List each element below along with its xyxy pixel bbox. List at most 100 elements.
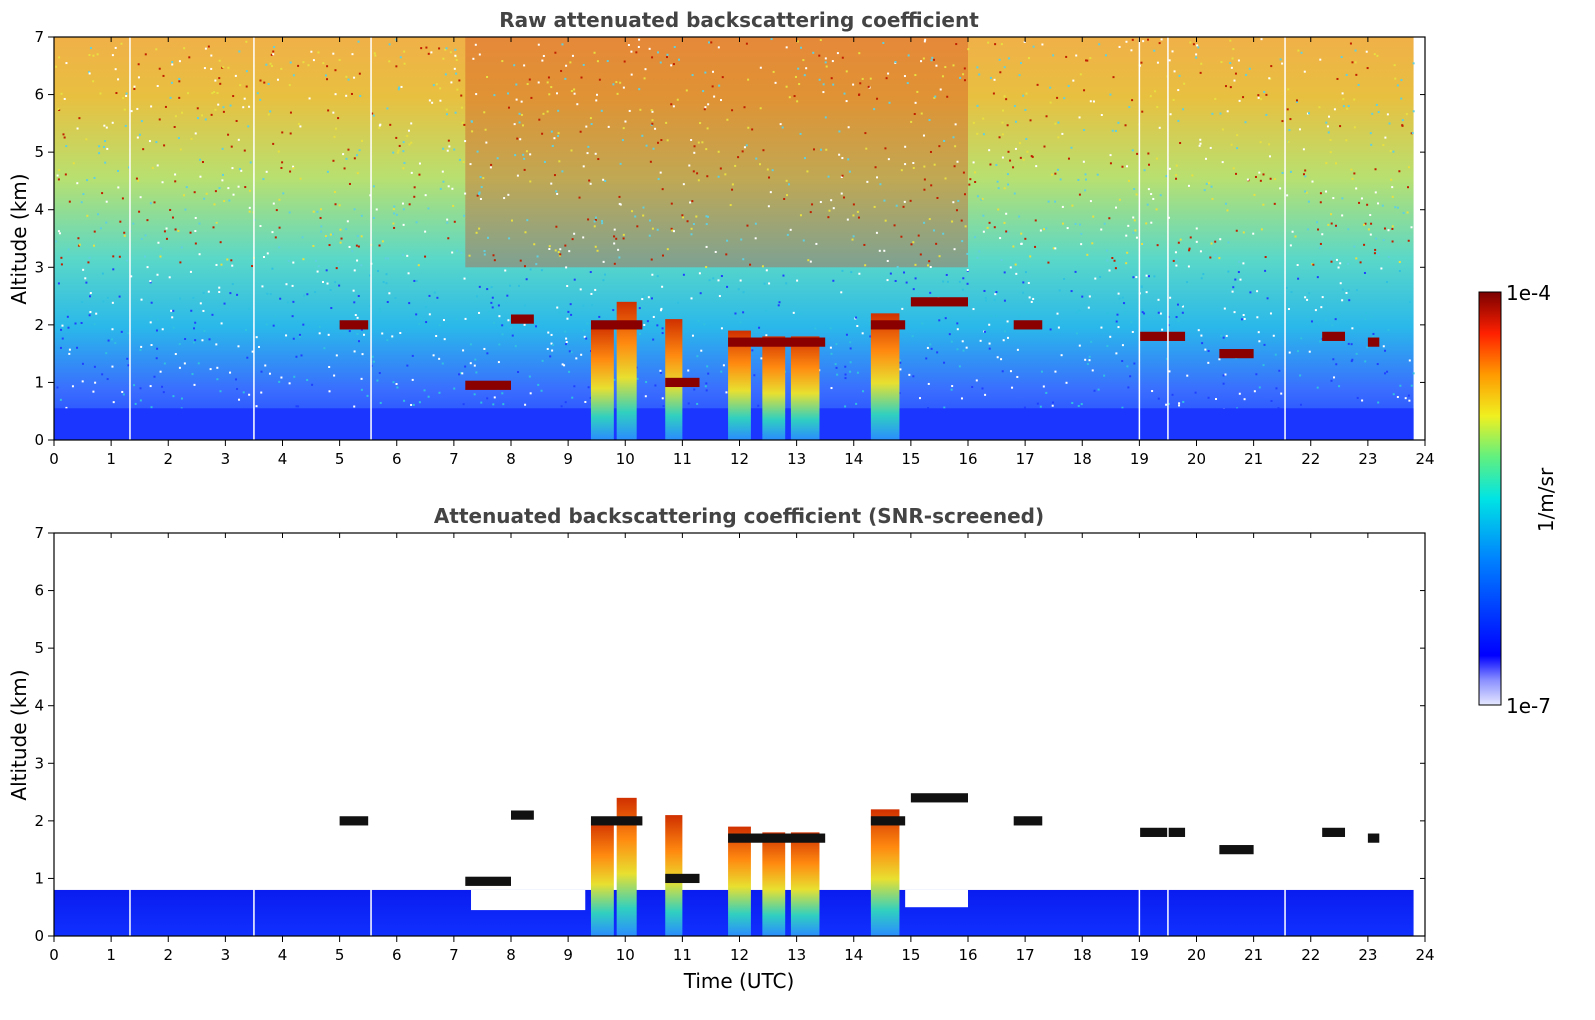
noise-speckle xyxy=(1115,352,1118,355)
noise-speckle xyxy=(960,397,963,400)
noise-speckle xyxy=(624,120,627,123)
x-tick-label: 8 xyxy=(506,450,516,468)
noise-speckle xyxy=(1333,108,1336,111)
noise-speckle xyxy=(1254,175,1257,178)
noise-speckle xyxy=(1269,312,1272,315)
noise-speckle xyxy=(681,214,684,217)
noise-speckle xyxy=(974,180,977,183)
top-y-axis-label: Altitude (km) xyxy=(7,173,31,304)
noise-speckle xyxy=(1258,340,1261,343)
noise-speckle xyxy=(1383,227,1386,230)
noise-speckle xyxy=(445,47,448,50)
noise-speckle xyxy=(742,258,745,261)
noise-speckle xyxy=(1109,162,1112,165)
noise-speckle xyxy=(1376,363,1379,366)
cloud-layer xyxy=(339,816,369,826)
noise-speckle xyxy=(58,108,61,111)
noise-speckle xyxy=(1387,329,1390,332)
noise-speckle xyxy=(292,300,295,303)
noise-speckle xyxy=(424,194,427,197)
raw-backscatter-panel: Raw attenuated backscattering coefficien… xyxy=(7,8,1435,468)
noise-speckle xyxy=(74,322,77,325)
noise-speckle xyxy=(990,315,993,318)
noise-speckle xyxy=(567,310,570,313)
x-tick-label: 13 xyxy=(787,946,806,964)
y-tick-label: 3 xyxy=(34,754,44,772)
noise-speckle xyxy=(493,396,496,399)
noise-speckle xyxy=(742,311,745,314)
noise-speckle xyxy=(451,251,454,254)
noise-speckle xyxy=(485,141,488,144)
noise-speckle xyxy=(72,162,75,165)
noise-speckle xyxy=(320,230,323,233)
noise-speckle xyxy=(1355,352,1358,355)
noise-speckle xyxy=(1330,222,1333,225)
noise-speckle xyxy=(337,117,340,120)
noise-speckle xyxy=(156,273,159,276)
x-tick-label: 20 xyxy=(1187,946,1206,964)
noise-speckle xyxy=(928,260,931,263)
cloud-layer xyxy=(1139,827,1186,837)
noise-speckle xyxy=(571,54,574,57)
noise-speckle xyxy=(691,334,694,337)
noise-speckle xyxy=(1370,315,1373,318)
noise-speckle xyxy=(334,203,337,206)
noise-speckle xyxy=(1353,172,1356,175)
noise-speckle xyxy=(292,167,295,170)
noise-speckle xyxy=(962,73,965,76)
noise-speckle xyxy=(236,293,239,296)
noise-speckle xyxy=(1341,214,1344,217)
noise-speckle xyxy=(963,193,966,196)
noise-speckle xyxy=(594,219,597,222)
noise-speckle xyxy=(1353,98,1356,101)
noise-speckle xyxy=(948,333,951,336)
noise-speckle xyxy=(1005,230,1008,233)
noise-speckle xyxy=(138,133,141,136)
noise-speckle xyxy=(356,316,359,319)
noise-speckle xyxy=(1200,334,1203,337)
noise-speckle xyxy=(642,214,645,217)
x-tick-label: 18 xyxy=(1073,946,1092,964)
noise-speckle xyxy=(345,157,348,160)
noise-speckle xyxy=(492,321,495,324)
noise-speckle xyxy=(333,190,336,193)
noise-speckle xyxy=(265,170,268,173)
noise-speckle xyxy=(430,51,433,54)
noise-speckle xyxy=(641,298,644,301)
noise-speckle xyxy=(1257,96,1260,99)
noise-speckle xyxy=(231,167,234,170)
noise-speckle xyxy=(502,403,505,406)
noise-speckle xyxy=(208,338,211,341)
noise-speckle xyxy=(424,255,427,258)
noise-speckle xyxy=(557,251,560,254)
noise-speckle xyxy=(661,254,664,257)
noise-speckle xyxy=(903,271,906,274)
noise-speckle xyxy=(237,138,240,141)
noise-speckle xyxy=(1382,144,1385,147)
noise-speckle xyxy=(285,334,288,337)
noise-speckle xyxy=(1412,62,1415,65)
noise-speckle xyxy=(650,258,653,261)
noise-speckle xyxy=(593,220,596,223)
noise-speckle xyxy=(807,259,810,262)
noise-speckle xyxy=(521,124,524,127)
precip-column xyxy=(870,809,900,936)
noise-speckle xyxy=(718,84,721,87)
x-tick-label: 20 xyxy=(1187,450,1206,468)
noise-speckle xyxy=(959,76,962,79)
noise-speckle xyxy=(559,253,562,256)
noise-speckle xyxy=(1289,244,1292,247)
noise-speckle xyxy=(1219,238,1222,241)
noise-speckle xyxy=(936,196,939,199)
y-tick-label: 5 xyxy=(34,639,44,657)
noise-speckle xyxy=(469,362,472,365)
noise-speckle xyxy=(1181,305,1184,308)
noise-speckle xyxy=(943,406,946,409)
noise-speckle xyxy=(1396,84,1399,87)
noise-speckle xyxy=(357,295,360,298)
noise-speckle xyxy=(66,315,69,318)
noise-speckle xyxy=(966,269,969,272)
noise-speckle xyxy=(515,98,518,101)
noise-speckle xyxy=(1230,66,1233,69)
